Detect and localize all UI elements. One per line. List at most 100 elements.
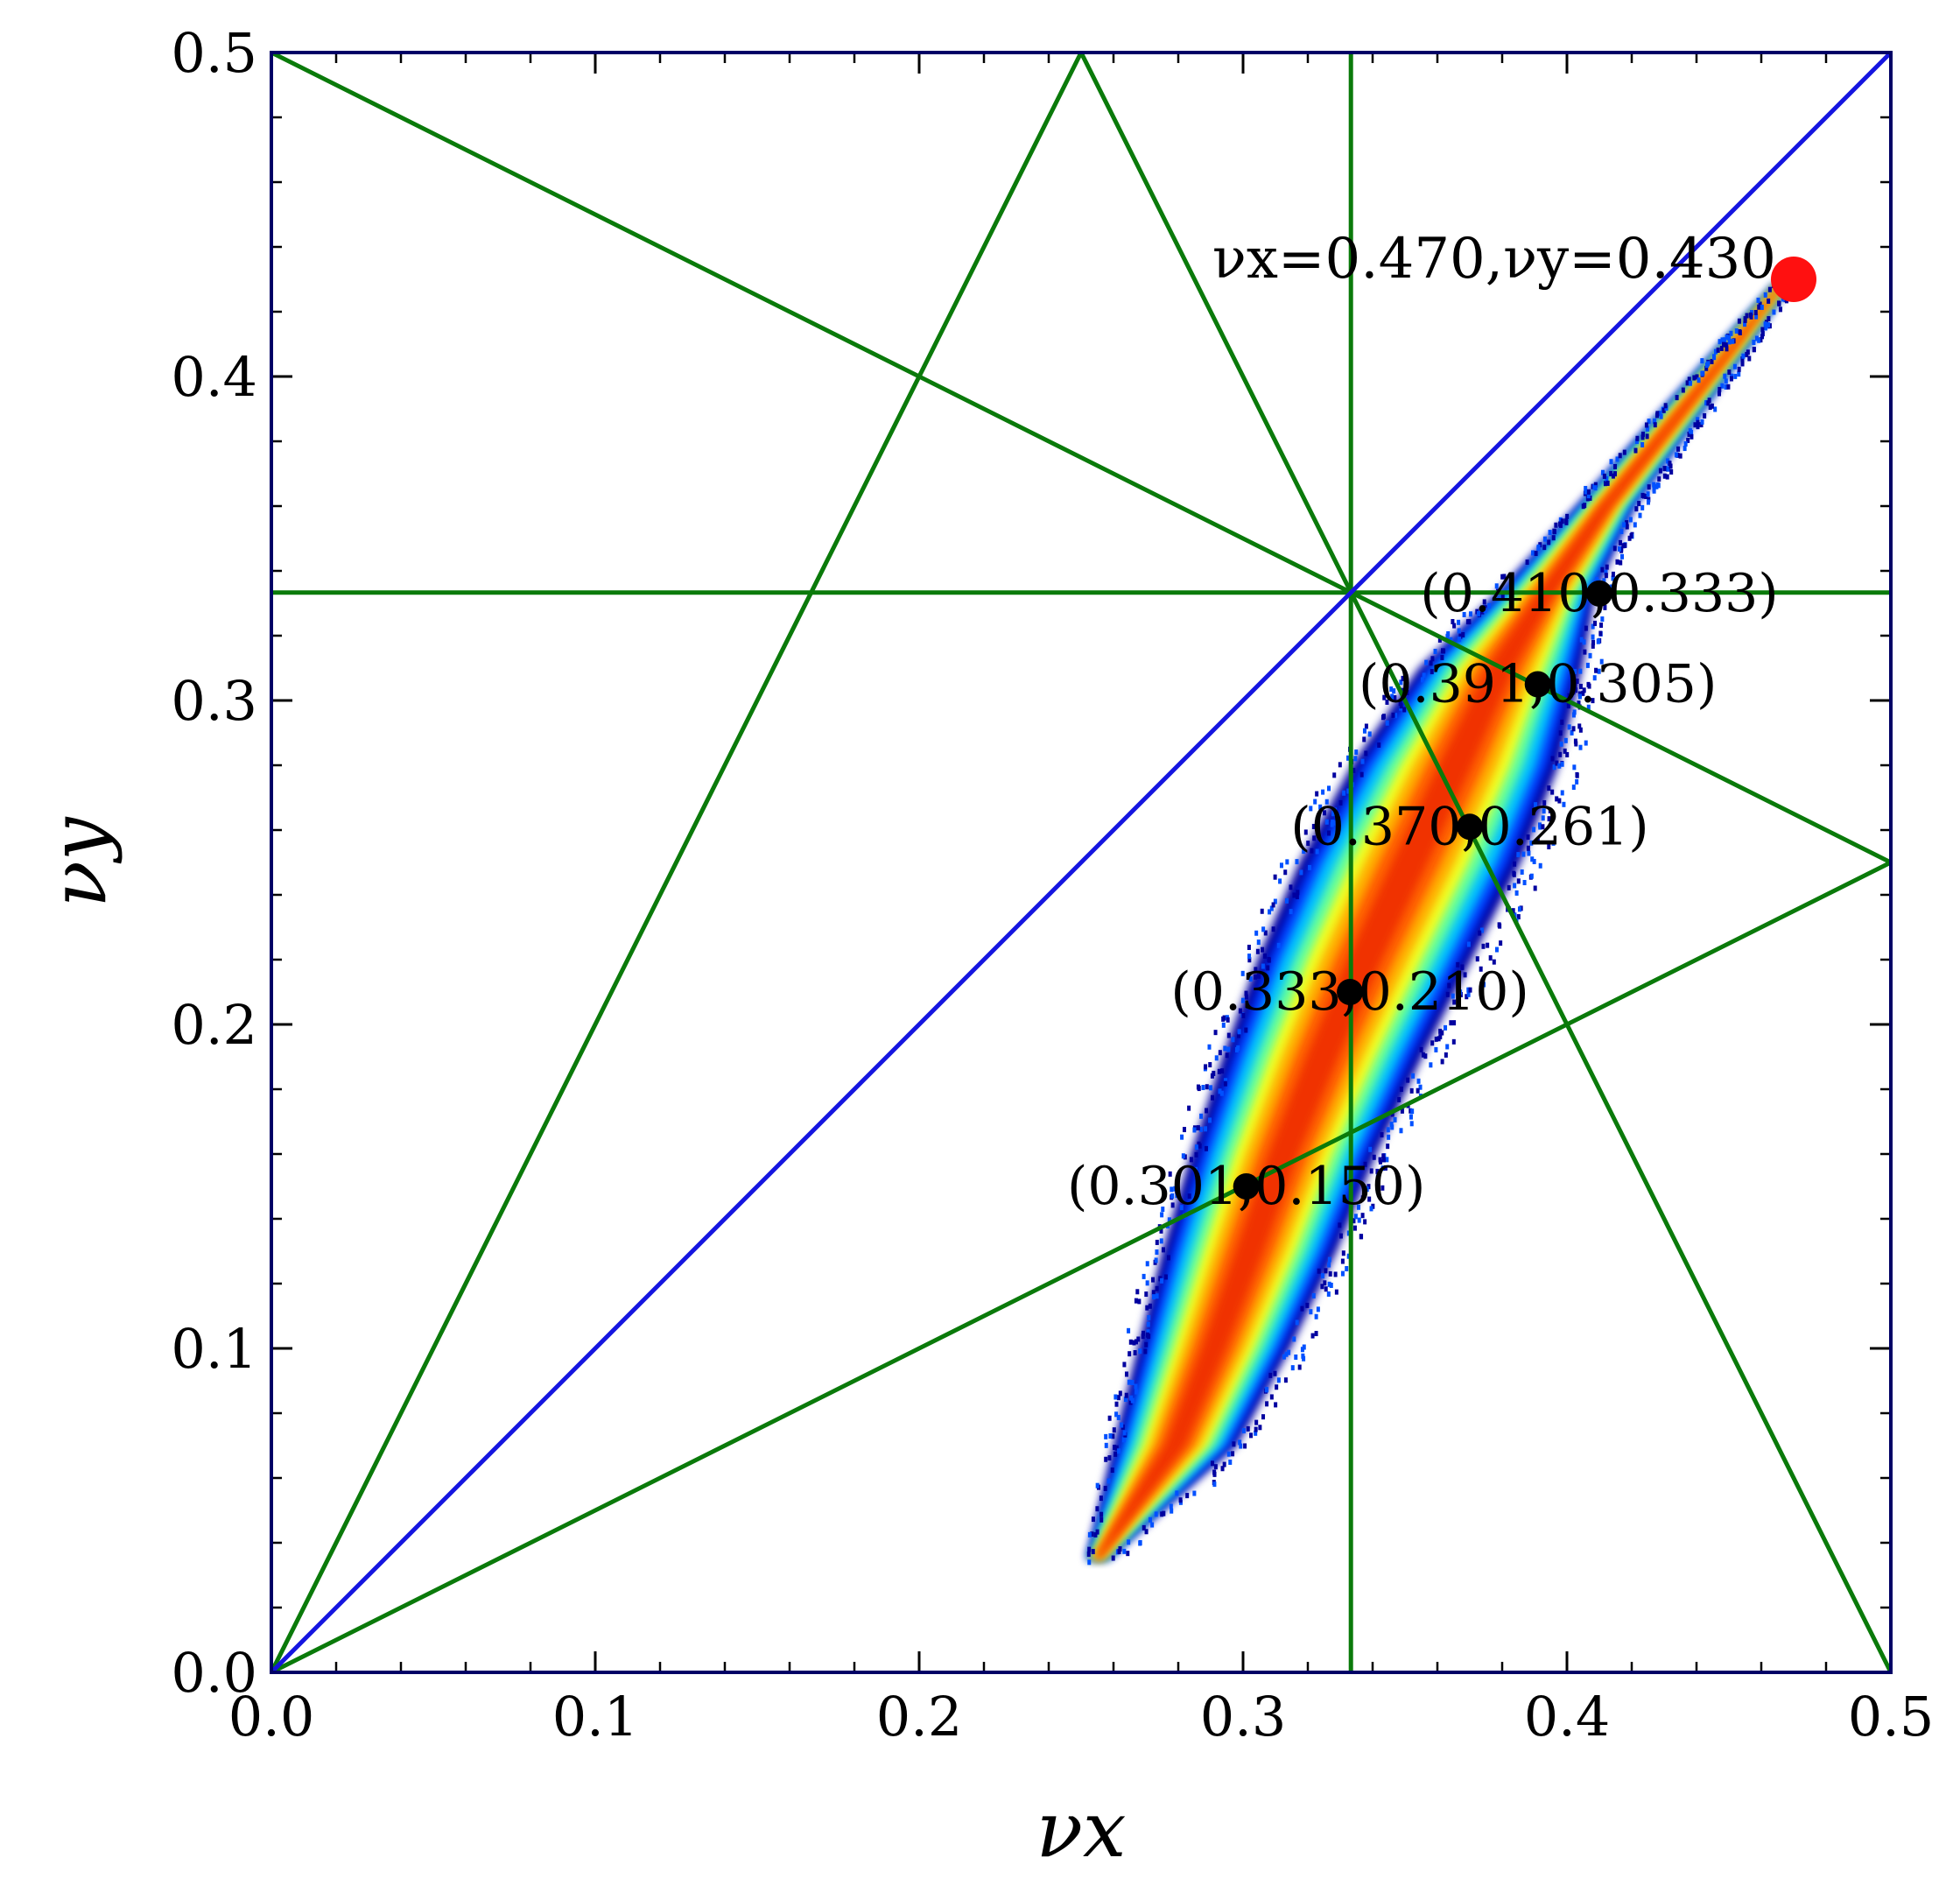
density-speck: [1283, 1377, 1288, 1383]
density-speck: [1204, 1064, 1208, 1070]
density-speck: [1113, 1451, 1118, 1457]
density-speck: [1653, 418, 1657, 424]
density-speck: [1638, 512, 1642, 518]
density-speck: [1297, 1364, 1302, 1370]
density-speck: [1573, 668, 1577, 674]
density-speck: [1141, 1330, 1145, 1336]
density-speck: [1112, 1427, 1116, 1433]
density-speck: [1241, 1428, 1246, 1434]
density-speck: [1364, 723, 1368, 729]
density-speck: [1483, 605, 1487, 611]
density-speck: [1743, 321, 1747, 327]
density-speck: [1422, 672, 1426, 679]
density-speck: [1685, 380, 1690, 386]
density-speck: [1604, 569, 1608, 575]
density-speck: [1633, 447, 1638, 454]
density-speck: [1717, 391, 1721, 397]
density-speck: [1542, 536, 1547, 542]
density-speck: [1724, 384, 1728, 390]
density-speck: [1127, 1327, 1131, 1334]
x-tick-label: 0.1: [552, 1685, 639, 1749]
density-speck: [1541, 824, 1545, 830]
density-speck: [1646, 499, 1650, 505]
density-speck: [1683, 441, 1688, 447]
density-speck: [1573, 738, 1577, 744]
density-speck: [1588, 652, 1592, 658]
density-speck: [1159, 1238, 1163, 1244]
density-speck: [1479, 966, 1483, 972]
density-speck: [1247, 957, 1252, 963]
density-speck: [1114, 1401, 1119, 1407]
point-labels: (0.410,0.333) (0.391,0.305) (0.370,0.261) (…: [1067, 227, 1779, 1217]
density-speck: [1693, 422, 1697, 428]
density-speck: [1409, 1121, 1414, 1127]
density-speck: [1700, 419, 1704, 425]
density-speck: [1324, 1268, 1328, 1274]
density-speck: [1575, 778, 1579, 785]
density-speck: [1777, 300, 1781, 306]
density-speck: [1479, 605, 1484, 611]
density-speck: [1170, 1202, 1175, 1208]
density-speck: [1533, 885, 1537, 891]
density-speck: [1637, 501, 1641, 507]
density-speck: [1330, 821, 1334, 827]
density-speck: [1110, 1467, 1114, 1474]
density-speck: [1449, 637, 1453, 643]
density-speck: [1292, 892, 1296, 898]
density-speck: [1512, 871, 1516, 877]
density-speck: [1385, 720, 1389, 726]
density-speck: [1391, 712, 1395, 718]
density-speck: [1393, 695, 1397, 701]
density-speck: [1145, 1280, 1149, 1286]
density-speck: [1520, 869, 1524, 875]
density-speck: [1377, 742, 1381, 748]
density-speck: [1266, 965, 1270, 971]
density-speck: [1238, 1439, 1242, 1446]
density-speck: [1461, 632, 1465, 638]
density-speck: [1696, 417, 1700, 423]
density-speck: [1274, 1402, 1278, 1408]
density-speck: [1646, 426, 1650, 432]
density-speck: [1135, 1289, 1140, 1295]
density-speck: [1713, 348, 1718, 355]
density-speck: [1703, 412, 1707, 419]
density-speck: [1737, 366, 1741, 372]
density-speck: [1737, 371, 1741, 377]
density-speck: [1269, 905, 1274, 911]
density-speck: [1551, 535, 1556, 541]
density-speck: [1516, 852, 1521, 858]
density-speck: [1375, 1168, 1380, 1174]
density-speck: [1692, 375, 1697, 381]
density-speck: [1527, 850, 1531, 856]
density-speck: [1226, 1451, 1231, 1457]
density-speck: [1111, 1555, 1115, 1561]
density-speck: [1494, 947, 1499, 953]
density-speck: [1458, 989, 1463, 996]
density-speck: [1143, 1348, 1148, 1355]
density-speck: [1260, 908, 1264, 914]
density-speck: [1219, 1090, 1224, 1096]
density-speck: [1210, 1460, 1214, 1467]
density-speck: [1725, 342, 1729, 348]
density-speck: [1155, 1249, 1159, 1256]
density-speck: [1560, 518, 1564, 524]
density-speck: [1155, 1239, 1159, 1245]
density-speck: [1329, 1282, 1333, 1288]
density-speck: [1223, 1045, 1227, 1052]
density-speck: [1724, 378, 1728, 384]
density-speck: [1550, 756, 1555, 762]
density-speck: [1595, 576, 1599, 582]
density-speck: [1662, 473, 1667, 479]
density-speck: [1598, 630, 1603, 637]
density-speck: [1449, 1020, 1453, 1026]
density-speck: [1535, 838, 1540, 844]
density-speck: [1536, 544, 1541, 550]
density-speck: [1326, 1291, 1331, 1297]
density-speck: [1657, 476, 1661, 482]
density-speck: [1393, 1116, 1397, 1122]
density-speck: [1483, 608, 1487, 614]
density-speck: [1438, 1028, 1443, 1034]
density-speck: [1249, 1432, 1254, 1439]
density-speck: [1767, 316, 1771, 322]
density-speck: [1236, 1032, 1240, 1038]
